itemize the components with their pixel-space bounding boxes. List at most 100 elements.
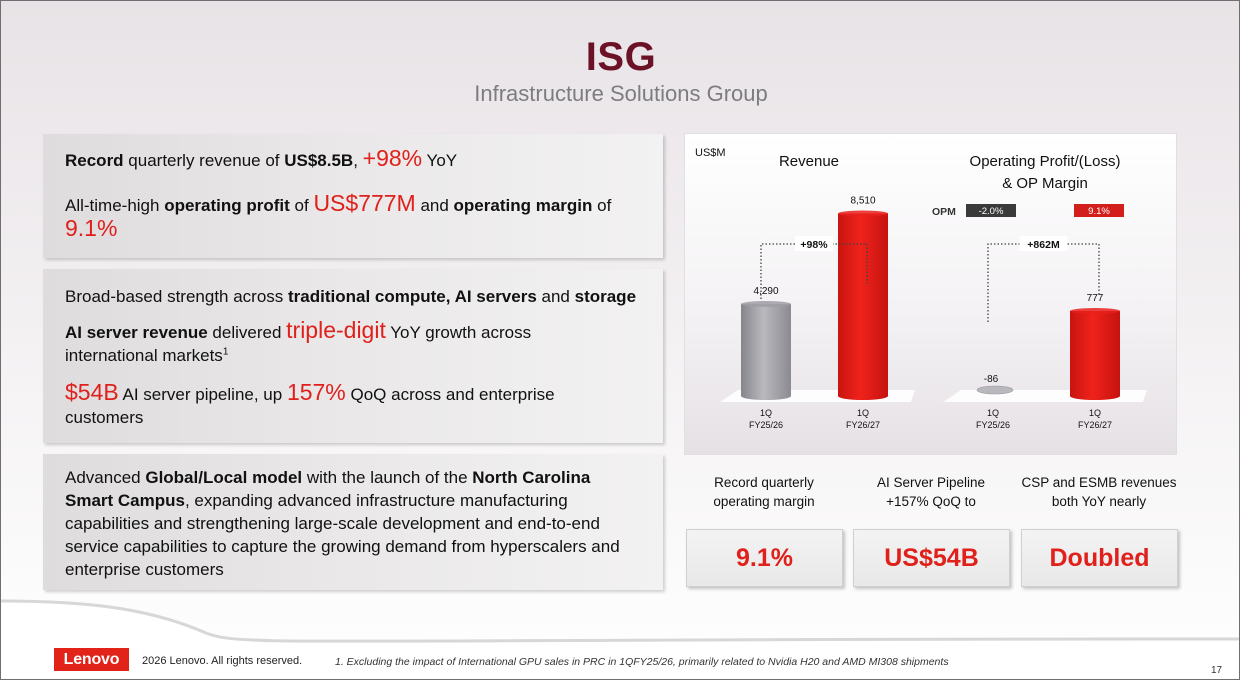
stat-label-line: both YoY nearly: [1051, 494, 1147, 509]
bar: [838, 213, 888, 396]
revenue-chart-title: Revenue: [779, 153, 839, 170]
page-subtitle: Infrastructure Solutions Group: [474, 81, 768, 106]
tick-label: FY26/27: [1078, 420, 1112, 430]
bar-base: [741, 392, 791, 400]
text-frag: capabilities and strengthening large-sca…: [65, 514, 600, 533]
bracket-label-bg: [795, 236, 833, 251]
operating-margin-value: 9.1%: [65, 215, 118, 241]
highlight-panel-revenue: Record quarterly revenue of US$8.5B, +98…: [43, 134, 663, 258]
data-label: 4,290: [753, 286, 778, 297]
text-frag: delivered: [207, 323, 287, 342]
page-title: ISG: [585, 35, 657, 79]
text-frag: YoY: [422, 151, 458, 170]
stat-label-line: Record quarterly: [714, 475, 814, 490]
text-frag: international markets: [65, 346, 223, 365]
panel1-line2: All-time-high operating profit of US$777…: [65, 192, 611, 242]
tick-label: FY25/26: [976, 420, 1010, 430]
stat-label-line: +157% QoQ to: [886, 494, 976, 509]
text-frag: customers: [65, 408, 144, 427]
tick-label: FY26/27: [846, 420, 880, 430]
text-frag: , expanding advanced infrastructure manu…: [184, 491, 568, 510]
stat-label-line: CSP and ESMB revenues: [1021, 475, 1177, 490]
text-frag: AI server pipeline, up: [118, 385, 287, 404]
lenovo-logo: Lenovo: [54, 648, 129, 671]
bar-base: [1070, 392, 1120, 400]
pipeline-growth: 157%: [286, 379, 346, 405]
data-label: -86: [984, 374, 999, 385]
opm-label: OPM: [932, 206, 956, 218]
text-frag: Smart Campus: [65, 491, 185, 510]
stat-label-margin: Record quarterly operating margin: [684, 473, 844, 511]
text-frag: AI server revenue: [65, 323, 208, 342]
footnote-text: 1. Excluding the impact of International…: [335, 656, 949, 668]
text-frag: Broad-based strength across: [65, 287, 289, 306]
opm-badge: [1074, 204, 1124, 217]
text-frag: All-time-high: [65, 196, 165, 215]
record-word: Record: [65, 151, 124, 170]
bar: [1070, 311, 1120, 396]
stat-label-csp: CSP and ESMB revenues both YoY nearly: [1019, 473, 1179, 511]
stat-value-margin: 9.1%: [686, 529, 843, 587]
tick-label: FY25/26: [749, 420, 783, 430]
bar-base: [838, 392, 888, 400]
growth-annotation: +862M: [1027, 239, 1060, 251]
tick-label: 1Q: [857, 408, 869, 418]
text-frag: ,: [353, 151, 363, 170]
text-frag: and: [536, 287, 575, 306]
text-frag: of: [592, 196, 612, 215]
text-frag: traditional compute, AI servers: [288, 287, 537, 306]
text-frag: QoQ across and enterprise: [345, 385, 555, 404]
text-frag: storage: [574, 287, 637, 306]
highlight-panel-ai-servers: Broad-based strength across traditional …: [43, 269, 663, 443]
unit-label: US$M: [695, 147, 726, 159]
text-frag: operating profit: [164, 196, 290, 215]
page-number: 17: [1211, 665, 1223, 676]
bracket-label-bg: [1019, 236, 1068, 251]
tick-label: 1Q: [760, 408, 772, 418]
bar-cap: [741, 301, 791, 307]
triple-digit-highlight: triple-digit: [286, 317, 386, 343]
stat-value-pipeline: US$54B: [853, 529, 1010, 587]
panel2-line3: $54B AI server pipeline, up 157% QoQ acr…: [65, 381, 555, 429]
panel2-line2: AI server revenue delivered triple-digit…: [65, 319, 531, 367]
stat-label-line: AI Server Pipeline: [876, 475, 986, 490]
text-frag: YoY growth across: [385, 323, 532, 342]
revenue-growth: +98%: [362, 145, 423, 171]
text-frag: enterprise customers: [65, 560, 224, 579]
opm-value: 9.1%: [1088, 206, 1110, 217]
text-frag: Global/Local model: [145, 468, 303, 487]
tick-label: 1Q: [987, 408, 999, 418]
revenue-value: US$8.5B: [284, 151, 354, 170]
growth-annotation: +98%: [800, 239, 828, 251]
footer-swoosh: [1, 599, 1239, 679]
charts-svg: US$M Revenue Operating Profit/(Loss) & O…: [695, 147, 1147, 430]
highlight-panel-global-local: Advanced Global/Local model with the lau…: [43, 454, 663, 590]
text-frag: quarterly revenue of: [123, 151, 285, 170]
tick-label: 1Q: [1089, 408, 1101, 418]
footnote-marker: 1: [222, 346, 229, 358]
bar: [976, 385, 1014, 395]
text-frag: North Carolina: [472, 468, 591, 487]
text-frag: service capabilities to capture the grow…: [65, 537, 620, 556]
data-label: 8,510: [850, 196, 875, 207]
text-frag: with the launch of the: [302, 468, 473, 487]
opm-value: -2.0%: [979, 206, 1004, 217]
panel3-text: Advanced Global/Local model with the lau…: [65, 466, 620, 581]
bar-cap: [1070, 308, 1120, 314]
copyright-text: 2026 Lenovo. All rights reserved.: [142, 655, 303, 667]
text-frag: and: [415, 196, 454, 215]
stat-label-pipeline: AI Server Pipeline +157% QoQ to: [851, 473, 1011, 511]
bar: [741, 304, 791, 396]
op-chart-title-line2: & OP Margin: [1002, 175, 1088, 192]
op-chart-title-line1: Operating Profit/(Loss): [970, 153, 1121, 170]
bar-cap: [838, 210, 888, 217]
stat-value-csp: Doubled: [1021, 529, 1178, 587]
chart-panel: US$M Revenue Operating Profit/(Loss) & O…: [684, 133, 1177, 455]
panel1-line1: Record quarterly revenue of US$8.5B, +98…: [65, 147, 457, 172]
text-frag: operating margin: [453, 196, 593, 215]
data-label: 777: [1087, 293, 1104, 304]
stat-label-line: operating margin: [713, 494, 815, 509]
operating-profit-value: US$777M: [313, 190, 416, 216]
text-frag: of: [289, 196, 314, 215]
